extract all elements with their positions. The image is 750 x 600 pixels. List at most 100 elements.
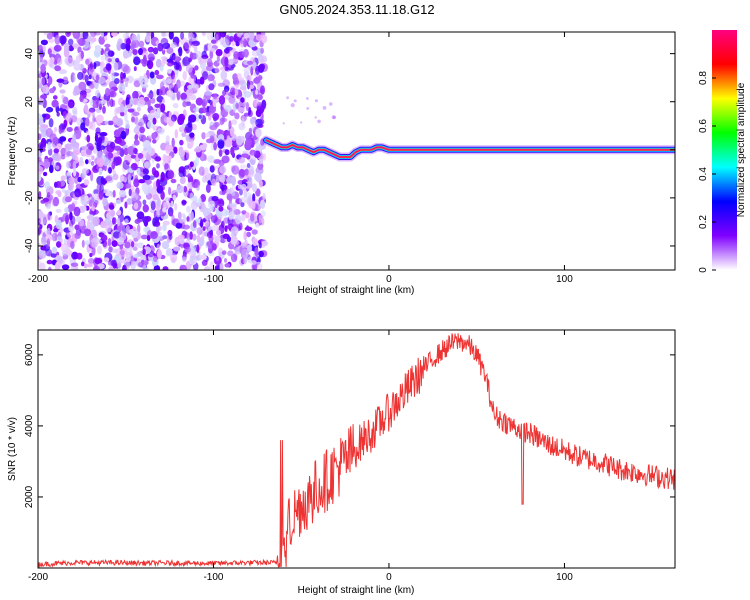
- ridge-speck: [286, 96, 289, 100]
- noise-blob: [252, 238, 258, 247]
- colorbar-tick-label: 0.2: [698, 215, 709, 229]
- noise-blob: [109, 90, 117, 98]
- noise-blob: [170, 253, 178, 263]
- noise-blob: [145, 267, 149, 270]
- noise-blob: [111, 240, 118, 247]
- noise-blob: [154, 103, 161, 108]
- noise-blob: [52, 136, 59, 145]
- noise-blob: [244, 168, 249, 176]
- noise-blob: [134, 134, 139, 141]
- noise-blob: [81, 261, 85, 267]
- noise-blob: [187, 143, 193, 149]
- noise-blob: [66, 32, 71, 35]
- noise-blob: [120, 42, 127, 50]
- noise-blob: [111, 32, 118, 37]
- noise-blob: [97, 136, 102, 146]
- noise-blob: [245, 138, 252, 147]
- noise-blob: [231, 204, 237, 212]
- noise-blob: [97, 145, 106, 151]
- noise-blob: [157, 42, 164, 52]
- noise-blob: [201, 235, 205, 240]
- noise-blob: [90, 161, 95, 166]
- noise-blob: [77, 176, 82, 183]
- noise-blob: [98, 190, 104, 200]
- noise-blob: [256, 101, 262, 107]
- noise-blob: [125, 38, 131, 46]
- noise-blob: [182, 256, 187, 263]
- colorbar-gradient: [712, 30, 737, 270]
- noise-blob: [241, 135, 245, 143]
- noise-blob: [192, 84, 200, 91]
- noise-blob: [103, 188, 110, 194]
- noise-blob: [164, 197, 171, 202]
- noise-blob: [162, 266, 169, 270]
- noise-blob: [255, 188, 261, 197]
- noise-blob: [92, 103, 97, 109]
- noise-blob: [161, 241, 170, 250]
- noise-blob: [231, 165, 240, 175]
- ridge-speck: [306, 107, 310, 110]
- noise-blob: [205, 132, 210, 138]
- noise-blob: [241, 212, 246, 222]
- noise-blob: [137, 153, 144, 159]
- noise-blob: [181, 132, 187, 138]
- noise-blob: [153, 170, 160, 178]
- noise-blob: [43, 171, 48, 177]
- ridge-speck: [282, 122, 285, 125]
- noise-blob: [162, 223, 167, 232]
- noise-blob: [105, 192, 112, 197]
- noise-blob: [254, 246, 259, 257]
- noise-blob: [87, 258, 95, 264]
- noise-blob: [203, 44, 207, 54]
- noise-blob: [257, 94, 263, 101]
- noise-blob: [133, 56, 141, 66]
- noise-blob: [92, 202, 97, 208]
- noise-blob: [125, 32, 129, 39]
- noise-blob: [194, 65, 199, 71]
- noise-blob: [56, 78, 65, 83]
- noise-blob: [85, 148, 92, 155]
- noise-blob: [66, 151, 74, 157]
- noise-blob: [172, 103, 179, 109]
- noise-blob: [210, 215, 218, 224]
- noise-blob: [66, 171, 72, 177]
- noise-blob: [64, 143, 72, 150]
- noise-blob: [198, 144, 207, 151]
- noise-blob: [262, 192, 266, 201]
- noise-blob: [221, 184, 225, 192]
- noise-blob: [196, 244, 200, 254]
- snr-y-label: SNR (10 * v/v): [7, 417, 18, 481]
- noise-blob: [68, 45, 74, 52]
- noise-blob: [168, 83, 174, 91]
- noise-blob: [91, 155, 95, 161]
- noise-blob: [130, 154, 136, 159]
- noise-blob: [121, 77, 130, 82]
- noise-blob: [70, 74, 75, 83]
- noise-blob: [250, 260, 257, 265]
- noise-blob: [62, 96, 69, 105]
- noise-blob: [202, 176, 208, 183]
- noise-blob: [217, 139, 225, 149]
- noise-blob: [125, 225, 130, 234]
- noise-blob: [179, 140, 184, 145]
- noise-blob: [230, 253, 238, 263]
- noise-blob: [65, 214, 69, 225]
- noise-blob: [143, 77, 149, 84]
- colorbar-label: Normalized spectral amplitude: [736, 82, 747, 217]
- spectrogram-x-tick-label: 100: [556, 274, 573, 285]
- noise-blob: [156, 74, 164, 80]
- noise-blob: [113, 129, 121, 138]
- noise-blob: [237, 107, 245, 113]
- noise-blob: [93, 61, 101, 67]
- noise-blob: [250, 213, 255, 222]
- noise-blob: [214, 67, 220, 74]
- noise-blob: [60, 175, 66, 181]
- noise-blob: [203, 266, 211, 270]
- noise-blob: [41, 137, 47, 148]
- noise-blob: [156, 88, 160, 96]
- noise-blob: [59, 89, 66, 94]
- noise-blob: [80, 50, 84, 59]
- noise-blob: [136, 211, 145, 219]
- noise-blob: [88, 199, 93, 207]
- noise-blob: [127, 108, 135, 113]
